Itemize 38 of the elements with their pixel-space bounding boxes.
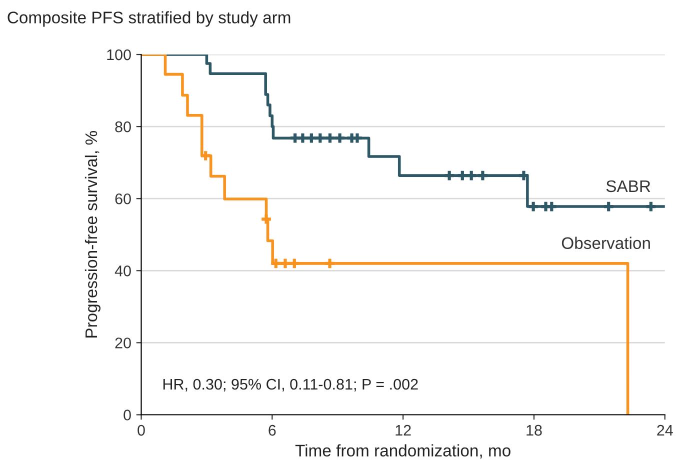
x-tick-label: 6 (268, 424, 276, 436)
point (315, 133, 325, 143)
point (458, 170, 468, 180)
y-tick-label: 80 (115, 121, 131, 132)
point (298, 133, 308, 143)
point (528, 202, 538, 212)
x-tick-label: 12 (396, 424, 411, 436)
y-axis-title: Progression-free survival, % (84, 131, 100, 338)
y-tick-label: 20 (115, 338, 131, 348)
point (280, 258, 290, 268)
y-tick-label: 100 (107, 49, 131, 60)
point (604, 202, 614, 212)
y-tick-label: 0 (124, 410, 131, 420)
series-label: SABR (606, 180, 650, 192)
y-tick-label: 60 (115, 193, 131, 204)
point (519, 170, 528, 180)
x-tick-label: 24 (657, 424, 673, 436)
point (646, 202, 656, 212)
annotation: HR, 0.30; 95% CI, 0.11-0.81; P = .002 (163, 378, 418, 392)
point (306, 133, 316, 143)
point (290, 258, 300, 268)
x-tick-label: 18 (526, 424, 542, 436)
point (325, 258, 334, 268)
point (466, 170, 476, 180)
point (546, 202, 556, 212)
point (200, 151, 210, 160)
point (325, 133, 335, 143)
y-tick-label: 40 (114, 266, 131, 276)
x-tick-label: 0 (138, 424, 145, 436)
series-label: Observation (562, 236, 650, 250)
chart-title: Composite PFS stratified by study arm (8, 11, 290, 27)
point (444, 170, 454, 180)
point (271, 258, 281, 268)
point (352, 133, 362, 143)
point (335, 133, 344, 143)
x-axis-title: Time from randomization, mo (295, 444, 510, 458)
point (262, 214, 271, 224)
point (478, 170, 488, 180)
